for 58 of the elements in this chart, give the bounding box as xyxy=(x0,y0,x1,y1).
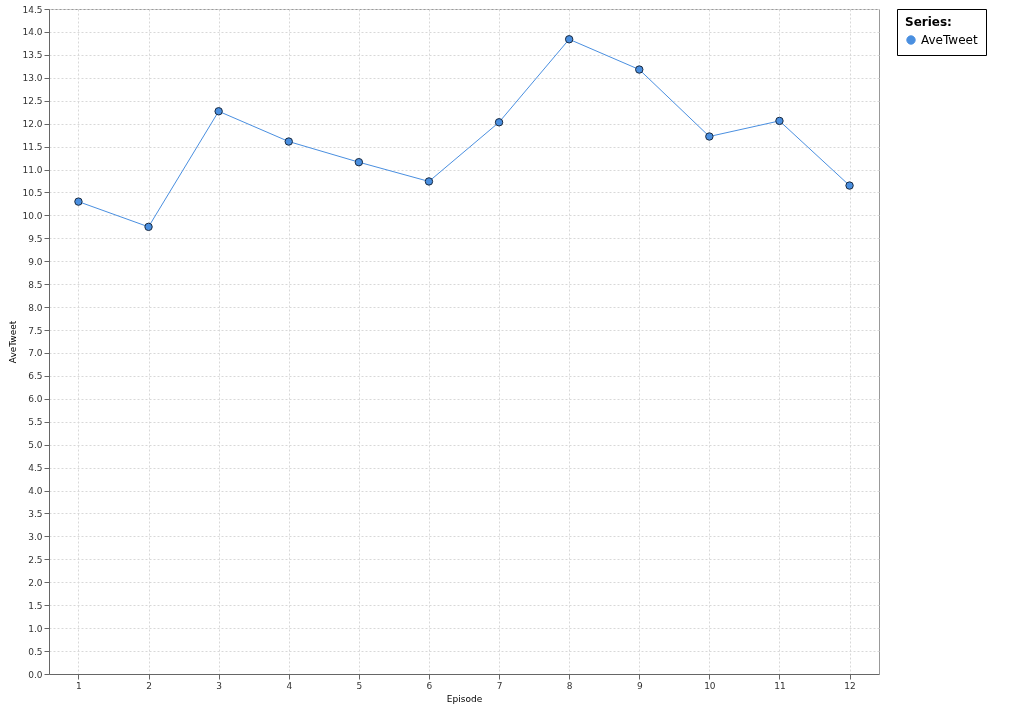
y-tick-label: 5.5 xyxy=(28,417,43,428)
y-tick-label: 5.0 xyxy=(28,440,43,451)
point xyxy=(635,65,644,74)
y-tick-label: 6.5 xyxy=(28,371,43,382)
point xyxy=(494,118,504,127)
point xyxy=(424,177,434,186)
point xyxy=(564,35,574,44)
y-tick-label: 14.5 xyxy=(22,4,43,15)
y-tick-label: 11.5 xyxy=(22,142,43,153)
x-axis-title: Episode xyxy=(446,693,483,704)
point xyxy=(775,116,784,126)
y-tick-label: 9.5 xyxy=(28,233,43,244)
x-tick-label: 9 xyxy=(636,680,643,691)
x-tick-label: 1 xyxy=(76,680,82,691)
point xyxy=(705,132,714,141)
x-tick-label: 11 xyxy=(774,680,786,691)
y-tick-label: 0.5 xyxy=(28,646,43,657)
y-tick-label: 10.5 xyxy=(22,187,43,198)
y-tick-label: 3.0 xyxy=(28,531,43,542)
point xyxy=(284,137,293,146)
y-tick-label: 8.5 xyxy=(28,279,43,290)
x-tick-label: 2 xyxy=(146,680,152,691)
y-tick-label: 10.0 xyxy=(22,210,43,221)
x-tick-label: 12 xyxy=(844,680,856,691)
y-tick-label: 7.0 xyxy=(28,348,43,359)
x-tick-label: 4 xyxy=(286,680,293,691)
point xyxy=(354,157,364,167)
y-tick-label: 0.0 xyxy=(28,669,43,680)
x-tick-label: 10 xyxy=(704,680,716,691)
y-tick-label: 14.0 xyxy=(22,27,43,38)
legend-title: Series: xyxy=(905,15,952,29)
x-tick-label: 6 xyxy=(426,680,433,691)
point xyxy=(144,222,153,232)
point xyxy=(214,107,223,116)
y-tick-label: 4.5 xyxy=(28,463,43,474)
y-tick-label: 6.0 xyxy=(28,394,43,405)
legend-label: AveTweet xyxy=(921,33,978,47)
x-tick-label: 7 xyxy=(496,680,503,691)
y-tick-label: 8.0 xyxy=(28,302,43,313)
y-tick-label: 2.0 xyxy=(28,577,43,588)
x-tick-label: 8 xyxy=(566,680,573,691)
y-tick-label: 1.5 xyxy=(28,600,43,611)
x-tick-label: 5 xyxy=(356,680,363,691)
y-tick-label: 7.5 xyxy=(28,325,43,336)
point xyxy=(845,181,854,190)
y-axis-title: AveTweet xyxy=(8,320,19,364)
y-tick-label: 12.5 xyxy=(22,96,43,107)
x-tick-label: 3 xyxy=(216,680,223,691)
y-tick-label: 2.5 xyxy=(28,554,43,565)
y-tick-label: 13.0 xyxy=(22,73,43,84)
y-tick-label: 4.0 xyxy=(28,486,43,497)
point xyxy=(74,197,83,206)
y-tick-label: 13.5 xyxy=(22,50,43,61)
y-tick-label: 1.0 xyxy=(28,623,43,634)
y-tick-label: 9.0 xyxy=(28,256,43,267)
y-tick-label: 11.0 xyxy=(22,165,43,176)
y-tick-label: 3.5 xyxy=(28,508,43,519)
y-tick-label: 12.0 xyxy=(22,119,43,130)
